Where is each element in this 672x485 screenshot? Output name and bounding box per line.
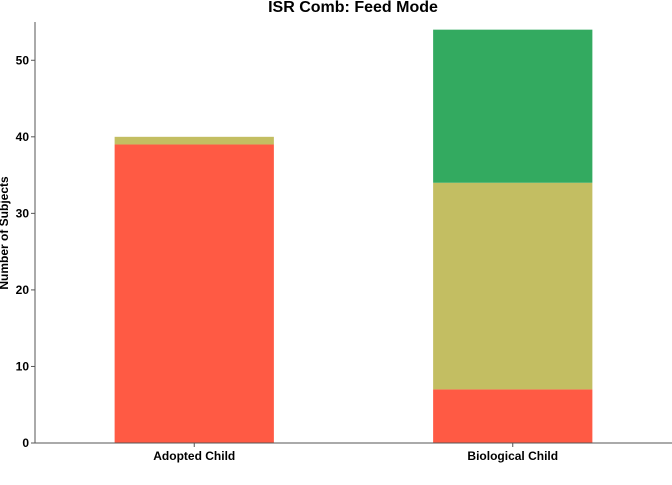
chart-title: ISR Comb: Feed Mode <box>268 0 438 16</box>
y-tick-label: 10 <box>16 359 30 373</box>
bar-2-segment-3 <box>433 29 593 183</box>
x-tick-label: Adopted Child <box>153 449 235 463</box>
x-tick-label: Biological Child <box>467 449 558 463</box>
bars-group <box>114 29 593 444</box>
bar-2-segment-1 <box>433 389 593 443</box>
y-tick-label: 30 <box>16 206 30 220</box>
y-tick-label: 20 <box>16 283 30 297</box>
y-tick-label: 40 <box>16 130 30 144</box>
y-tick-label: 0 <box>22 436 29 450</box>
bar-1-segment-2 <box>114 136 274 145</box>
y-tick-label: 50 <box>16 53 30 67</box>
bar-1-segment-1 <box>114 144 274 444</box>
axes-group: Adopted Child Biological Child 0 10 20 30 40 50 <box>16 22 672 463</box>
bar-2-segment-2 <box>433 182 593 390</box>
y-axis-label: Number of Subjects <box>0 176 11 290</box>
